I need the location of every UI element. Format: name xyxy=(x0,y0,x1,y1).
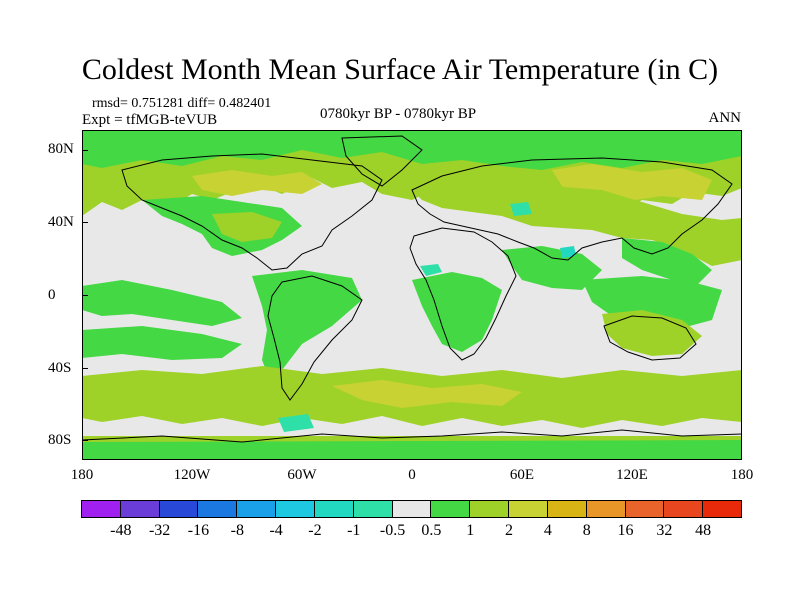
coast-greenland xyxy=(341,135,423,187)
eurasia-north-green xyxy=(412,186,742,266)
temperature-map xyxy=(82,130,742,460)
lat-label-0: 0 xyxy=(48,287,56,303)
colorbar-label: 1 xyxy=(466,522,475,539)
stats-line: rmsd= 0.751281 diff= 0.482401 xyxy=(92,96,272,111)
tick-40s xyxy=(82,368,88,369)
colorbar-cell xyxy=(119,500,160,518)
colorbar-label: 16 xyxy=(617,522,634,539)
colorbar-label: 2 xyxy=(505,522,514,539)
southern-ocean-warm xyxy=(332,380,522,408)
colorbar-cell xyxy=(546,500,587,518)
coast-africa xyxy=(409,227,517,361)
tick-0 xyxy=(82,295,88,296)
colorbar-label: 48 xyxy=(695,522,712,539)
antarctic-dark-green xyxy=(82,440,742,460)
lat-label-80s: 80S xyxy=(48,432,72,448)
arctic-dark-green xyxy=(82,130,742,170)
cool-patch-asia xyxy=(510,202,532,216)
south-pacific-green xyxy=(82,326,242,360)
lon-label-180e: 180 xyxy=(730,467,754,483)
colorbar-label: 32 xyxy=(656,522,673,539)
na-central-green xyxy=(212,212,282,242)
lat-label-80n: 80N xyxy=(48,141,74,157)
coast-south-america xyxy=(267,275,363,401)
period-label: 0780kyr BP - 0780kyr BP xyxy=(320,106,477,122)
colorbar-cell xyxy=(236,500,277,518)
australia-green xyxy=(602,310,702,356)
coast-antarctica xyxy=(82,429,742,443)
colorbar-cell xyxy=(275,500,315,518)
colorbar xyxy=(81,500,743,518)
colorbar-label: 8 xyxy=(582,522,591,539)
africa-green xyxy=(412,272,502,352)
lon-label-120w: 120W xyxy=(173,467,211,483)
lon-label-180w: 180 xyxy=(70,467,94,483)
cool-patch-atlantic xyxy=(420,264,442,276)
season-label: ANN xyxy=(708,110,742,126)
lon-label-120e: 120E xyxy=(616,467,648,483)
cool-patch-southern xyxy=(278,414,314,432)
colorbar-cell xyxy=(624,500,665,518)
tick-80n xyxy=(82,150,88,151)
map-title: Coldest Month Mean Surface Air Temperatu… xyxy=(81,53,719,86)
lat-label-40n: 40N xyxy=(48,214,74,230)
lon-label-60e: 60E xyxy=(509,467,535,483)
coastlines xyxy=(82,135,742,443)
colorbar-label: -32 xyxy=(148,522,171,539)
map-svg xyxy=(82,130,742,460)
colorbar-cell xyxy=(197,500,238,518)
lon-label-60w: 60W xyxy=(287,467,317,483)
colorbar-cell xyxy=(585,500,626,518)
coast-australia xyxy=(603,315,697,361)
tick-80s xyxy=(82,440,88,441)
canada-warm xyxy=(192,170,322,196)
colorbar-cell xyxy=(702,500,743,518)
colorbar-cell xyxy=(469,500,510,518)
colorbar-cell xyxy=(663,500,704,518)
lon-label-0: 0 xyxy=(408,467,416,483)
colorbar-label: -2 xyxy=(308,522,322,539)
colorbar-label: -16 xyxy=(187,522,210,539)
colorbar-label: -48 xyxy=(110,522,132,539)
lat-label-40s: 40S xyxy=(48,360,72,376)
experiment-label: Expt = tfMGB-teVUB xyxy=(82,112,218,128)
colorbar-cell xyxy=(158,500,199,518)
colorbar-label: -1 xyxy=(347,522,361,539)
colorbar-cell xyxy=(391,500,432,518)
colorbar-cell xyxy=(313,500,354,518)
india-green xyxy=(502,246,602,290)
colorbar-cell xyxy=(430,500,471,518)
south-america-green xyxy=(252,270,362,386)
colorbar-label: -8 xyxy=(230,522,244,539)
colorbar-label: -4 xyxy=(269,522,283,539)
colorbar-cell xyxy=(352,500,393,518)
colorbar-label: 4 xyxy=(543,522,552,539)
coast-eurasia xyxy=(411,157,733,261)
colorbar-cell xyxy=(508,500,548,518)
colorbar-label: 0.5 xyxy=(421,522,442,539)
coast-north-america xyxy=(121,153,383,271)
cool-patch-india xyxy=(560,246,576,258)
colorbar-cell xyxy=(81,500,121,518)
colorbar-label: -0.5 xyxy=(379,522,406,539)
tick-40n xyxy=(82,222,88,223)
east-pacific-green xyxy=(82,280,242,326)
